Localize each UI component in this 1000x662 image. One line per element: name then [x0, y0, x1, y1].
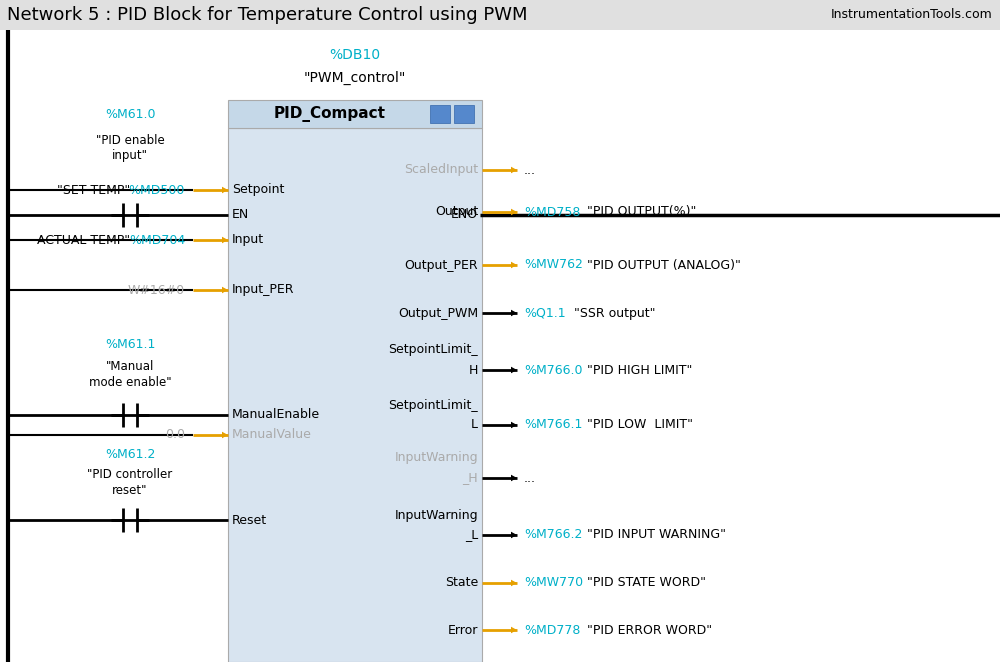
- Text: "SET TEMP": "SET TEMP": [57, 183, 130, 197]
- Polygon shape: [511, 367, 517, 373]
- Text: %MD778: %MD778: [524, 624, 580, 636]
- Text: %MD758: %MD758: [524, 205, 580, 218]
- Text: %M766.0: %M766.0: [524, 363, 582, 377]
- Text: %DB10: %DB10: [329, 48, 381, 62]
- Text: "SSR output": "SSR output": [574, 307, 656, 320]
- Bar: [0, 0, 1000, 30]
- Text: "PID STATE WORD": "PID STATE WORD": [587, 577, 706, 589]
- Text: %M61.1: %M61.1: [105, 338, 155, 352]
- Text: 0.0: 0.0: [165, 428, 185, 442]
- Text: ...: ...: [524, 471, 536, 485]
- Text: "PID LOW  LIMIT": "PID LOW LIMIT": [587, 418, 693, 432]
- Text: ScaledInput: ScaledInput: [404, 164, 478, 177]
- Polygon shape: [222, 187, 228, 193]
- Text: H: H: [469, 363, 478, 377]
- Text: "PID OUTPUT (ANALOG)": "PID OUTPUT (ANALOG)": [587, 258, 741, 271]
- Text: Output_PER: Output_PER: [404, 258, 478, 271]
- Text: input": input": [112, 148, 148, 162]
- Text: ENO: ENO: [451, 209, 478, 222]
- Text: _H: _H: [462, 471, 478, 485]
- Polygon shape: [511, 261, 517, 268]
- Text: Reset: Reset: [232, 514, 267, 526]
- Polygon shape: [222, 287, 228, 293]
- Text: %M766.1: %M766.1: [524, 418, 582, 432]
- Text: %MW770: %MW770: [524, 577, 583, 589]
- Text: ManualValue: ManualValue: [232, 428, 312, 442]
- Text: %MD500: %MD500: [129, 183, 185, 197]
- Polygon shape: [511, 475, 517, 481]
- Text: %MD704: %MD704: [129, 234, 185, 246]
- Polygon shape: [511, 167, 517, 173]
- Text: SetpointLimit_: SetpointLimit_: [388, 399, 478, 412]
- Text: Network 5 : PID Block for Temperature Control using PWM: Network 5 : PID Block for Temperature Co…: [7, 6, 528, 24]
- Text: InputWarning: InputWarning: [394, 508, 478, 522]
- Text: InputWarning: InputWarning: [394, 451, 478, 465]
- Polygon shape: [511, 422, 517, 428]
- Bar: [228, 128, 482, 662]
- Text: "Manual: "Manual: [106, 361, 154, 373]
- Text: "PID enable: "PID enable: [96, 134, 164, 146]
- Text: SetpointLimit_: SetpointLimit_: [388, 344, 478, 357]
- Text: "PID OUTPUT(%)": "PID OUTPUT(%)": [587, 205, 696, 218]
- Text: _L: _L: [465, 528, 478, 542]
- Text: %M61.0: %M61.0: [105, 109, 155, 122]
- Text: "PID controller: "PID controller: [87, 469, 173, 481]
- Text: State: State: [445, 577, 478, 589]
- Text: EN: EN: [232, 209, 249, 222]
- Bar: [454, 105, 474, 123]
- Text: ManualEnable: ManualEnable: [232, 408, 320, 422]
- Text: Input_PER: Input_PER: [232, 283, 294, 297]
- Text: W#16#0: W#16#0: [128, 283, 185, 297]
- Text: PID_Compact: PID_Compact: [274, 106, 386, 122]
- Text: reset": reset": [112, 483, 148, 496]
- Text: ACTUAL TEMP": ACTUAL TEMP": [37, 234, 130, 246]
- Text: %M61.2: %M61.2: [105, 448, 155, 461]
- Polygon shape: [511, 310, 517, 316]
- Text: L: L: [471, 418, 478, 432]
- Text: "PID INPUT WARNING": "PID INPUT WARNING": [587, 528, 726, 542]
- Text: %M766.2: %M766.2: [524, 528, 582, 542]
- Text: %MW762: %MW762: [524, 258, 583, 271]
- Polygon shape: [511, 209, 517, 215]
- Bar: [430, 105, 450, 123]
- Polygon shape: [222, 237, 228, 244]
- Text: "PID ERROR WORD": "PID ERROR WORD": [587, 624, 712, 636]
- Polygon shape: [511, 627, 517, 634]
- Text: Setpoint: Setpoint: [232, 183, 284, 197]
- Text: Input: Input: [232, 234, 264, 246]
- Bar: [228, 100, 482, 128]
- Text: mode enable": mode enable": [89, 375, 171, 389]
- Text: %Q1.1: %Q1.1: [524, 307, 566, 320]
- Polygon shape: [511, 532, 517, 538]
- Text: "PID HIGH LIMIT": "PID HIGH LIMIT": [587, 363, 692, 377]
- Polygon shape: [511, 580, 517, 587]
- Text: Error: Error: [448, 624, 478, 636]
- Text: ...: ...: [524, 164, 536, 177]
- Text: InstrumentationTools.com: InstrumentationTools.com: [831, 9, 993, 21]
- Text: "PWM_control": "PWM_control": [304, 71, 406, 85]
- Text: Output_PWM: Output_PWM: [398, 307, 478, 320]
- Text: Output: Output: [435, 205, 478, 218]
- Polygon shape: [222, 432, 228, 438]
